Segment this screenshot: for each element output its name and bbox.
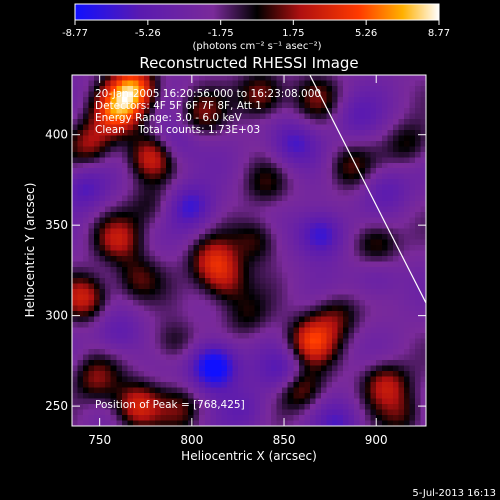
y-axis-label: Heliocentric Y (arcsec)	[23, 183, 37, 318]
x-axis-label: Heliocentric X (arcsec)	[181, 449, 317, 463]
axes: 750 800 850 900 250 300 350 400	[45, 75, 426, 447]
colorbar-tick-label: -1.75	[208, 28, 234, 39]
colorbar-tick-label: -8.77	[62, 28, 88, 39]
y-tick-label: 350	[45, 218, 68, 232]
heatmap-image	[72, 75, 426, 426]
info-line-detectors: Detectors: 4F 5F 6F 7F 8F, Att 1	[95, 100, 262, 112]
x-tick-label: 750	[88, 433, 111, 447]
plot-frame	[71, 74, 427, 427]
y-tick-label: 300	[45, 309, 68, 323]
chart-title: Reconstructed RHESSI Image	[139, 54, 358, 72]
colorbar-unit-label: (photons cm⁻² s⁻¹ asec⁻²)	[192, 41, 321, 52]
info-line-counts: Clean Total counts: 1.73E+03	[95, 124, 260, 136]
colorbar	[74, 3, 440, 21]
info-line-energy: Energy Range: 3.0 - 6.0 keV	[95, 112, 243, 124]
y-tick-label: 400	[45, 128, 68, 142]
x-tick-label: 850	[273, 433, 296, 447]
peak-position-label: Position of Peak = [768,425]	[95, 399, 245, 411]
colorbar-ticks: -8.77 -5.26 -1.75 1.75 5.26 8.77	[62, 20, 450, 39]
y-tick-label: 250	[45, 399, 68, 413]
colorbar-tick-label: 8.77	[428, 28, 450, 39]
x-tick-label: 900	[365, 433, 388, 447]
footer-date: 5-Jul-2013 16:13	[412, 488, 496, 499]
x-tick-label: 800	[180, 433, 203, 447]
limb-line	[309, 75, 426, 304]
colorbar-tick-label: 1.75	[282, 28, 304, 39]
colorbar-tick-label: 5.26	[355, 28, 377, 39]
info-line-time: 20-Jan-2005 16:20:56.000 to 16:23:08.000	[95, 88, 321, 100]
info-text: 20-Jan-2005 16:20:56.000 to 16:23:08.000…	[95, 88, 321, 136]
colorbar-tick-label: -5.26	[135, 28, 161, 39]
